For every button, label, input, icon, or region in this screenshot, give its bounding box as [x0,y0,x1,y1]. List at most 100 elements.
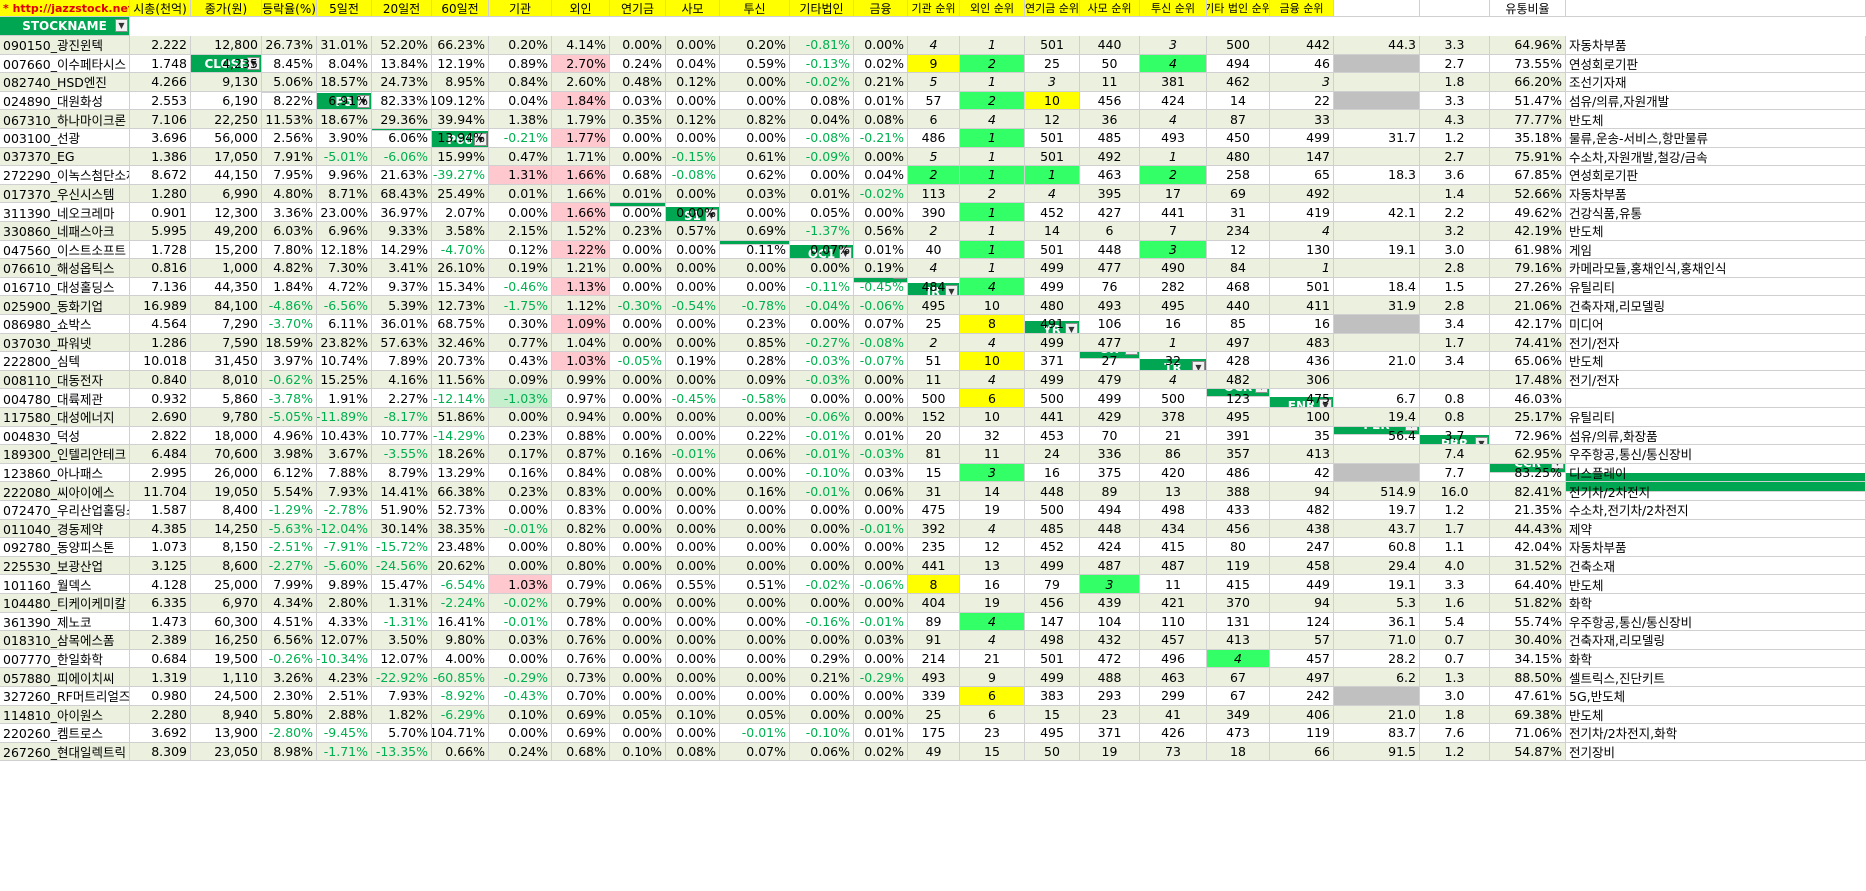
cell-sr: 70 [1080,426,1140,446]
cell-stockname[interactable]: 025900_동화기업 [0,296,130,315]
table-row[interactable]: 272290_이녹스첨단소재 8.672 44,150 7.95% 9.96% 21.63… [0,166,1866,185]
column-header-close[interactable]: CLOSE ▼ [191,55,262,74]
cell-stockname[interactable]: 272290_이녹스첨단소재 [0,166,130,185]
table-row[interactable]: 008110_대동전자 0.840 8,010 -0.62% 15.25% 4.16% 11… [0,370,1866,390]
cell-stockname[interactable]: 024890_대원화성 [0,91,130,111]
table-row[interactable]: 123860_아나패스 2.995 26,000 6.12% 7.88% 8.79% 13.… [0,463,1866,483]
table-row[interactable]: 327260_RF머트리얼즈 0.980 24,500 2.30% 2.51% 7.93%… [0,687,1866,706]
table-row[interactable]: 114810_아이원스 2.280 8,940 5.80% 2.88% 1.82% -6.2… [0,705,1866,725]
cell-s1: 0.00% [666,463,720,483]
table-row[interactable]: 017370_우신시스템 1.280 6,990 4.80% 8.71% 68.43% 25… [0,184,1866,204]
cell-stockname[interactable]: 330860_네패스아크 [0,222,130,241]
cell-stockname[interactable]: 104480_티케이케미칼 [0,594,130,613]
table-row[interactable]: 024890_대원화성 2.553 6,190 8.22% 6.91% 82.33% 109… [0,91,1866,111]
cell-stockname[interactable]: 076610_해성옵틱스 [0,259,130,278]
filter-dropdown-icon[interactable]: ▼ [474,133,487,146]
table-row[interactable]: 086980_쇼박스 4.564 7,290 -3.70% 6.11% 36.01% 68.… [0,315,1866,334]
table-row[interactable]: 220260_켐트로스 3.692 13,900 -2.80% -9.45% 5.70% 1… [0,724,1866,743]
table-row[interactable]: 018310_삼목에스폼 2.389 16,250 6.56% 12.07% 3.50% 9… [0,631,1866,650]
table-row[interactable]: 225530_보광산업 3.125 8,600 -2.27% -5.60% -24.56%… [0,556,1866,576]
filter-dropdown-icon[interactable]: ▼ [247,57,260,70]
table-row[interactable]: 003100_선광 3.696 56,000 2.56% 3.90% 6.06% 13.94… [0,129,1866,148]
table-row[interactable]: 117580_대성에너지 2.690 9,780 -5.05% -11.89% -8.17… [0,408,1866,427]
table-row[interactable]: 011040_경동제약 4.385 14,250 -5.63% -12.04% 30.14… [0,519,1866,539]
cell-stockname[interactable]: 092780_동양피스톤 [0,538,130,557]
table-row[interactable]: 330860_네패스아크 5.995 49,200 6.03% 6.96% 9.33% 3.… [0,222,1866,241]
table-row[interactable]: 090150_광진윈텍 2.222 12,800 26.73% 31.01% 52.20%… [0,36,1866,55]
cell-stockname[interactable]: 037030_파워넷 [0,333,130,353]
table-row[interactable]: 025900_동화기업 16.989 84,100 -4.86% -6.56% 5.39%… [0,296,1866,315]
cell-stockname[interactable]: 067310_하나마이크론 [0,110,130,129]
table-row[interactable]: 007660_이수페타시스 1.748 4,235 8.45% 8.04% 13.84% 1… [0,54,1866,74]
table-row[interactable]: 104480_티케이케미칼 6.335 6,970 4.34% 2.80% 1.31% -2… [0,594,1866,613]
table-row[interactable]: 004780_대륙제관 0.932 5,860 -3.78% 1.91% 2.27% -12… [0,389,1866,408]
cell-ocr: 473 [1207,724,1270,743]
table-row[interactable]: 007770_한일화학 0.684 19,500 -0.26% -10.34% 12.07… [0,649,1866,669]
cell-i1: 0.19% [489,259,552,278]
cell-stockname[interactable]: 222800_심텍 [0,352,130,371]
table-row[interactable]: 037370_EG 1.386 17,050 7.91% -5.01% -6.06% 15.… [0,147,1866,167]
cell-stockname[interactable]: 220260_켐트로스 [0,724,130,743]
filter-dropdown-icon[interactable]: ▼ [839,247,852,260]
cell-stockname[interactable]: 327260_RF머트리얼즈 [0,687,130,706]
table-row[interactable]: 004830_덕성 2.822 18,000 4.96% 10.43% 10.77% -14… [0,426,1866,446]
cell-fn1: -0.06% [854,575,908,594]
table-row[interactable]: 222800_심텍 10.018 31,450 3.97% 10.74% 7.89% 20.… [0,352,1866,371]
table-row[interactable]: 311390_네오크레마 0.901 12,300 3.36% 23.00% 36.97%… [0,203,1866,222]
cell-stockname[interactable]: 189300_인텔리안테크 [0,445,130,464]
table-row[interactable]: 072470_우리산업홀딩스 1.587 8,400 -1.29% -2.78% 51.9… [0,501,1866,520]
table-row[interactable]: 267260_현대일렉트릭 8.309 23,050 8.98% -1.71% -13.3… [0,742,1866,762]
table-row[interactable]: 222080_씨아이에스 11.704 19,050 5.54% 7.93% 14.41%… [0,482,1866,501]
cell-sector: 섬유/의류,화장품 [1566,426,1866,446]
cell-stockname[interactable]: 101160_월덱스 [0,575,130,594]
cell-p20: 13.84% [372,54,432,74]
group-header-11: 투신 [720,0,790,17]
table-row[interactable]: 067310_하나마이크론 7.106 22,250 11.53% 18.67% 29.3… [0,110,1866,129]
table-row[interactable]: 101160_월덱스 4.128 25,000 7.99% 9.89% 15.47% -6.… [0,575,1866,594]
table-row[interactable]: 361390_제노코 1.473 60,300 4.51% 4.33% -1.31% 16.… [0,612,1866,632]
table-row[interactable]: 047560_이스트소프트 1.728 15,200 7.80% 12.18% 14.29… [0,240,1866,260]
cell-p20: -15.72% [372,538,432,557]
cell-stockname[interactable]: 117580_대성에너지 [0,408,130,427]
table-row[interactable]: 076610_해성옵틱스 0.816 1,000 4.82% 7.30% 3.41% 26.… [0,259,1866,278]
cell-stockname[interactable]: 007770_한일화학 [0,649,130,669]
cell-stockname[interactable]: 267260_현대일렉트릭 [0,742,130,762]
table-row[interactable]: 016710_대성홀딩스 7.136 44,350 1.84% 4.72% 9.37% 15… [0,277,1866,297]
cell-stockname[interactable]: 361390_제노코 [0,612,130,632]
cell-ir: 175 [908,724,960,743]
cell-p60: 2.07% [432,203,489,222]
table-row[interactable]: 037030_파워넷 1.286 7,590 18.59% 23.82% 57.63% 32… [0,333,1866,353]
cell-stockname[interactable]: 222080_씨아이에스 [0,482,130,501]
cell-stockname[interactable]: 004830_덕성 [0,426,130,446]
cell-stockname[interactable]: 082740_HSD엔진 [0,73,130,92]
cell-stockname[interactable]: 003100_선광 [0,129,130,148]
cell-stockname[interactable]: 016710_대성홀딩스 [0,277,130,297]
cell-oc1: 0.00% [790,556,854,576]
cell-stockname[interactable]: 123860_아나패스 [0,463,130,483]
cell-stockname[interactable]: 114810_아이원스 [0,705,130,725]
table-row[interactable]: 082740_HSD엔진 4.266 9,130 5.06% 18.57% 24.73% 8… [0,73,1866,92]
cell-stockname[interactable]: 047560_이스트소프트 [0,240,130,260]
cell-stockname[interactable]: 086980_쇼박스 [0,315,130,334]
column-header-stockname[interactable]: STOCKNAME ▼ [0,17,130,36]
cell-stockname[interactable]: 311390_네오크레마 [0,203,130,222]
cell-stockname[interactable]: 057880_피에이치씨 [0,668,130,687]
cell-stockname[interactable]: 225530_보광산업 [0,556,130,576]
cell-stockname[interactable]: 008110_대동전자 [0,370,130,390]
filter-dropdown-icon[interactable]: ▼ [945,285,958,298]
filter-dropdown-icon[interactable]: ▼ [115,19,128,32]
cell-stockname[interactable]: 004780_대륙제관 [0,389,130,408]
cell-stockname[interactable]: 017370_우신시스템 [0,184,130,204]
cell-stockname[interactable]: 037370_EG [0,147,130,167]
cell-stockname[interactable]: 007660_이수페타시스 [0,54,130,74]
table-row[interactable]: 092780_동양피스톤 1.073 8,150 -2.51% -7.91% -15.72… [0,538,1866,557]
site-link[interactable]: * http://jazzstock.net/ 활용 [3,2,130,15]
table-row[interactable]: 189300_인텔리안테크 6.484 70,600 3.98% 3.67% -3.55%… [0,445,1866,464]
filter-dropdown-icon[interactable]: ▼ [357,95,370,108]
table-row[interactable]: 057880_피에이치씨 1.319 1,110 3.26% 4.23% -22.92% -… [0,668,1866,687]
cell-mc: 3.692 [130,724,191,743]
cell-stockname[interactable]: 090150_광진윈텍 [0,36,130,55]
cell-stockname[interactable]: 072470_우리산업홀딩스 [0,501,130,520]
cell-stockname[interactable]: 018310_삼목에스폼 [0,631,130,650]
cell-stockname[interactable]: 011040_경동제약 [0,519,130,539]
